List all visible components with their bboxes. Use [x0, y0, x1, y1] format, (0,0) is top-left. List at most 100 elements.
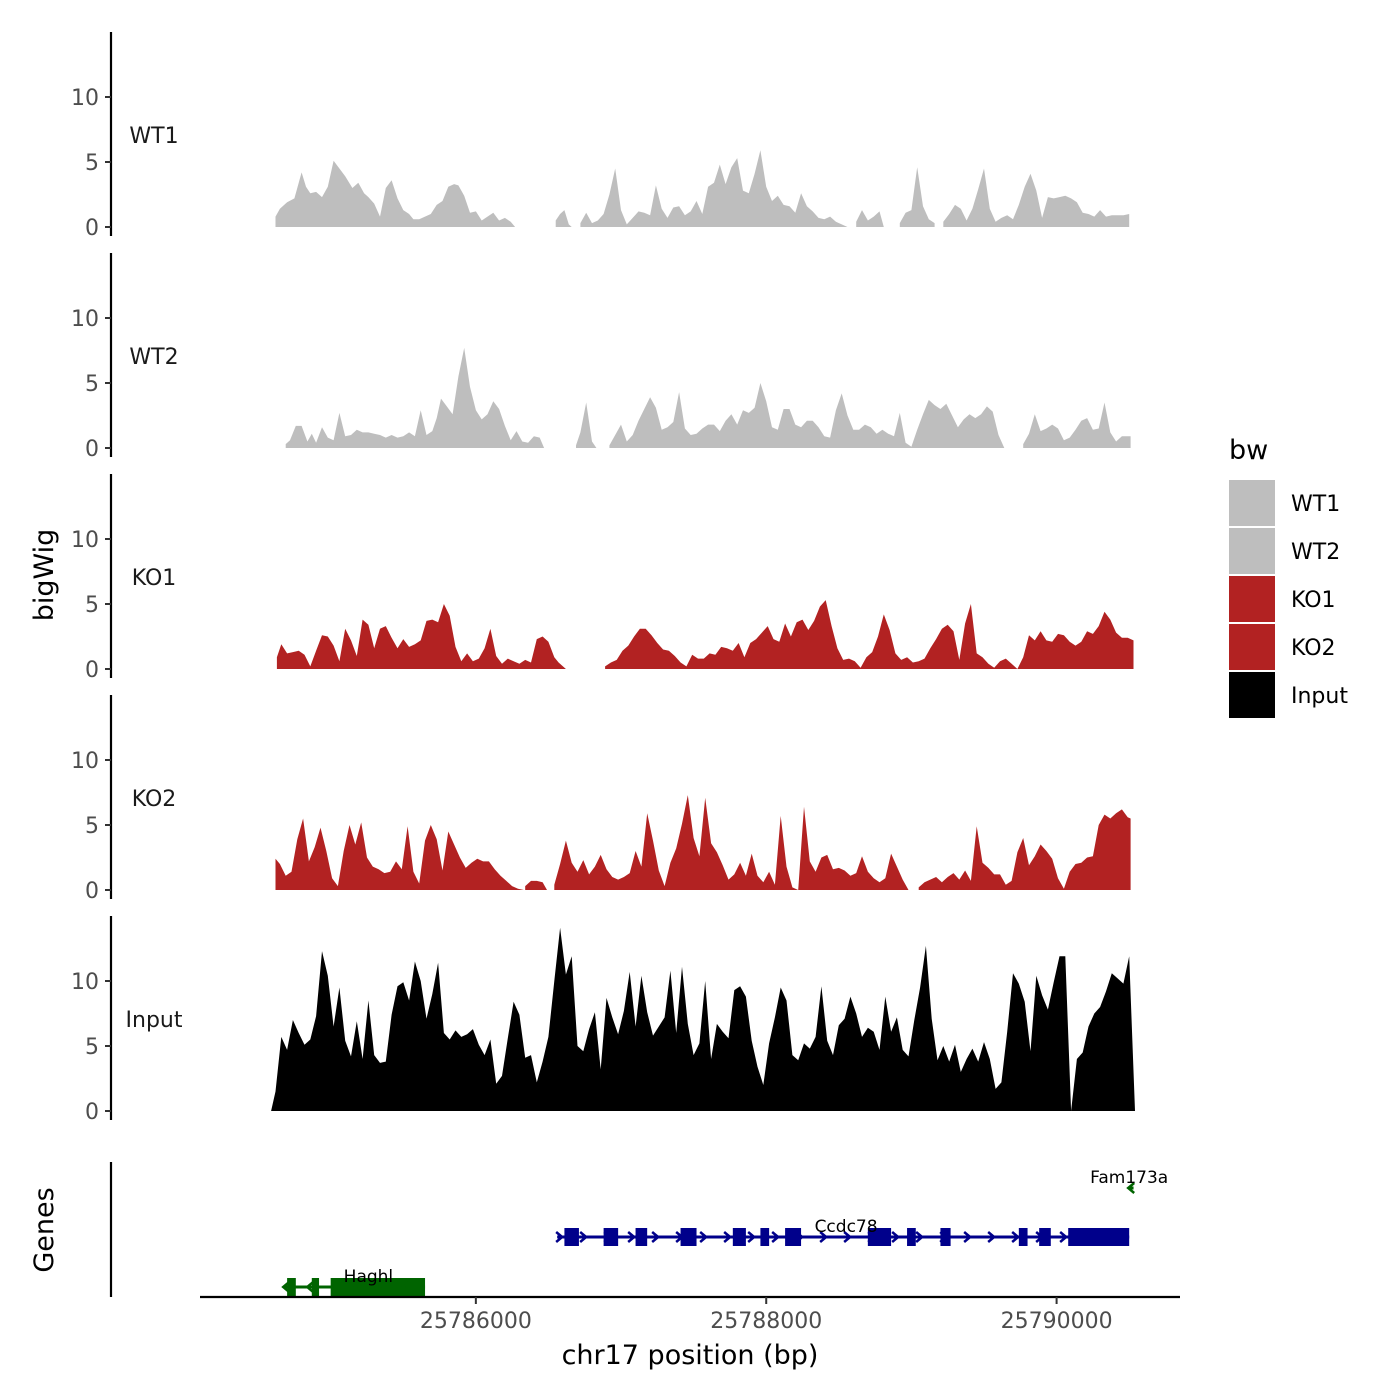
gene-haghl: Haghl [281, 1267, 426, 1296]
gene-fam173a: Fam173a [1090, 1168, 1168, 1194]
signal-area-ko2 [525, 880, 547, 890]
gene-exon [1018, 1228, 1028, 1246]
gene-exon [635, 1228, 648, 1246]
legend-swatch-wt1 [1229, 480, 1275, 526]
signal-area-wt2 [285, 347, 545, 448]
strand-arrow [353, 1281, 363, 1293]
y-tick-label: 5 [85, 372, 99, 397]
signal-area-wt1 [856, 210, 884, 227]
legend-swatch-ko2 [1229, 624, 1275, 670]
y-tick-label: 0 [85, 879, 99, 904]
strand-arrow [915, 1231, 925, 1243]
legend-label-ko2: KO2 [1291, 636, 1336, 661]
gene-exon [732, 1228, 746, 1246]
strand-arrow [305, 1281, 315, 1293]
strand-arrow [795, 1231, 805, 1243]
strand-arrow [843, 1231, 853, 1243]
y-tick-label: 0 [85, 1100, 99, 1125]
y-tick-label: 0 [85, 216, 99, 241]
signal-area-ko1 [276, 604, 566, 669]
genes-axis-title: Genes [29, 1187, 60, 1272]
strand-arrow [603, 1231, 613, 1243]
signal-area-wt1 [943, 168, 1130, 227]
x-tick-label: 25788000 [710, 1309, 822, 1334]
signal-area-wt2 [1023, 402, 1131, 448]
y-tick-label: 5 [85, 814, 99, 839]
signal-area-wt2 [576, 402, 597, 448]
gene-exon [1068, 1228, 1130, 1246]
track-label-input: Input [126, 1008, 183, 1033]
legend-label-wt1: WT1 [1291, 492, 1340, 517]
signal-area-ko2 [554, 795, 909, 890]
y-tick-label: 0 [85, 437, 99, 462]
legend-swatch-wt2 [1229, 528, 1275, 574]
legend: bw WT1 WT2 KO1 KO2 Input [1229, 435, 1348, 718]
gene-exon [867, 1228, 892, 1246]
y-tick-label: 10 [71, 307, 99, 332]
strand-arrow [987, 1231, 997, 1243]
signal-area-wt1 [555, 210, 572, 227]
signal-area-ko2 [918, 809, 1131, 890]
gene-exon [1039, 1228, 1051, 1246]
legend-swatch-input [1229, 672, 1275, 718]
strand-arrow [651, 1231, 661, 1243]
strand-arrow [1059, 1231, 1069, 1243]
gene-label: Ccdc78 [815, 1217, 878, 1237]
x-tick-label: 25790000 [1001, 1309, 1113, 1334]
strand-arrow [675, 1231, 685, 1243]
strand-arrow [891, 1231, 901, 1243]
strand-arrow [747, 1231, 757, 1243]
strand-arrow [867, 1231, 877, 1243]
strand-arrow [1107, 1231, 1117, 1243]
signal-area-ko1 [605, 600, 1134, 669]
strand-arrow [723, 1231, 733, 1243]
strand-arrow [939, 1231, 949, 1243]
signal-area-wt1 [580, 150, 848, 227]
y-tick-label: 0 [85, 658, 99, 683]
y-tick-label: 5 [85, 151, 99, 176]
signal-area-wt1 [275, 160, 516, 227]
track-label-ko1: KO1 [132, 566, 177, 591]
x-tick-label: 25786000 [420, 1309, 532, 1334]
track-label-ko2: KO2 [132, 787, 177, 812]
strand-arrow [1126, 1182, 1135, 1194]
signal-area-wt1 [899, 167, 935, 227]
signal-tracks: 0 5 10 WT1 0 5 10 WT2 0 5 10 KO1 0 5 10 KO2 0 5 10 Input [71, 32, 1136, 1125]
gene-exon [680, 1228, 697, 1246]
x-axis-title: chr17 position (bp) [562, 1340, 819, 1371]
legend-label-wt2: WT2 [1291, 540, 1340, 565]
gene-label: Fam173a [1090, 1168, 1168, 1188]
strand-arrow [1035, 1231, 1045, 1243]
strand-arrow [1083, 1231, 1093, 1243]
gene-exon [564, 1228, 579, 1246]
gene-label: Haghl [344, 1267, 394, 1287]
track-panel-ko2: 0 5 10 KO2 [71, 695, 1131, 904]
gene-exon [907, 1228, 916, 1246]
y-tick-label: 10 [71, 528, 99, 553]
strand-arrow [377, 1281, 387, 1293]
strand-arrow [627, 1231, 637, 1243]
signal-area-ko2 [275, 818, 524, 890]
signal-area-input [271, 927, 1136, 1111]
strand-arrow [555, 1231, 565, 1243]
strand-arrow [1011, 1231, 1021, 1243]
strand-arrow [329, 1281, 339, 1293]
track-panel-wt2: 0 5 10 WT2 [71, 253, 1131, 462]
strand-arrow [699, 1231, 709, 1243]
y-tick-label: 5 [85, 593, 99, 618]
y-tick-label: 10 [71, 970, 99, 995]
gene-exon [311, 1278, 320, 1296]
track-panel-input: 0 5 10 Input [71, 916, 1136, 1125]
y-tick-label: 10 [71, 86, 99, 111]
strand-arrow [579, 1231, 589, 1243]
gene-exon [287, 1278, 296, 1296]
track-label-wt2: WT2 [129, 345, 178, 370]
track-panel-ko1: 0 5 10 KO1 [71, 474, 1134, 683]
y-tick-label: 5 [85, 1035, 99, 1060]
gene-exon [785, 1228, 802, 1246]
legend-swatch-ko1 [1229, 576, 1275, 622]
genes-panel: Haghl Ccdc78 Fam173a [109, 1162, 1168, 1297]
legend-label-ko1: KO1 [1291, 588, 1336, 613]
strand-arrow [963, 1231, 973, 1243]
